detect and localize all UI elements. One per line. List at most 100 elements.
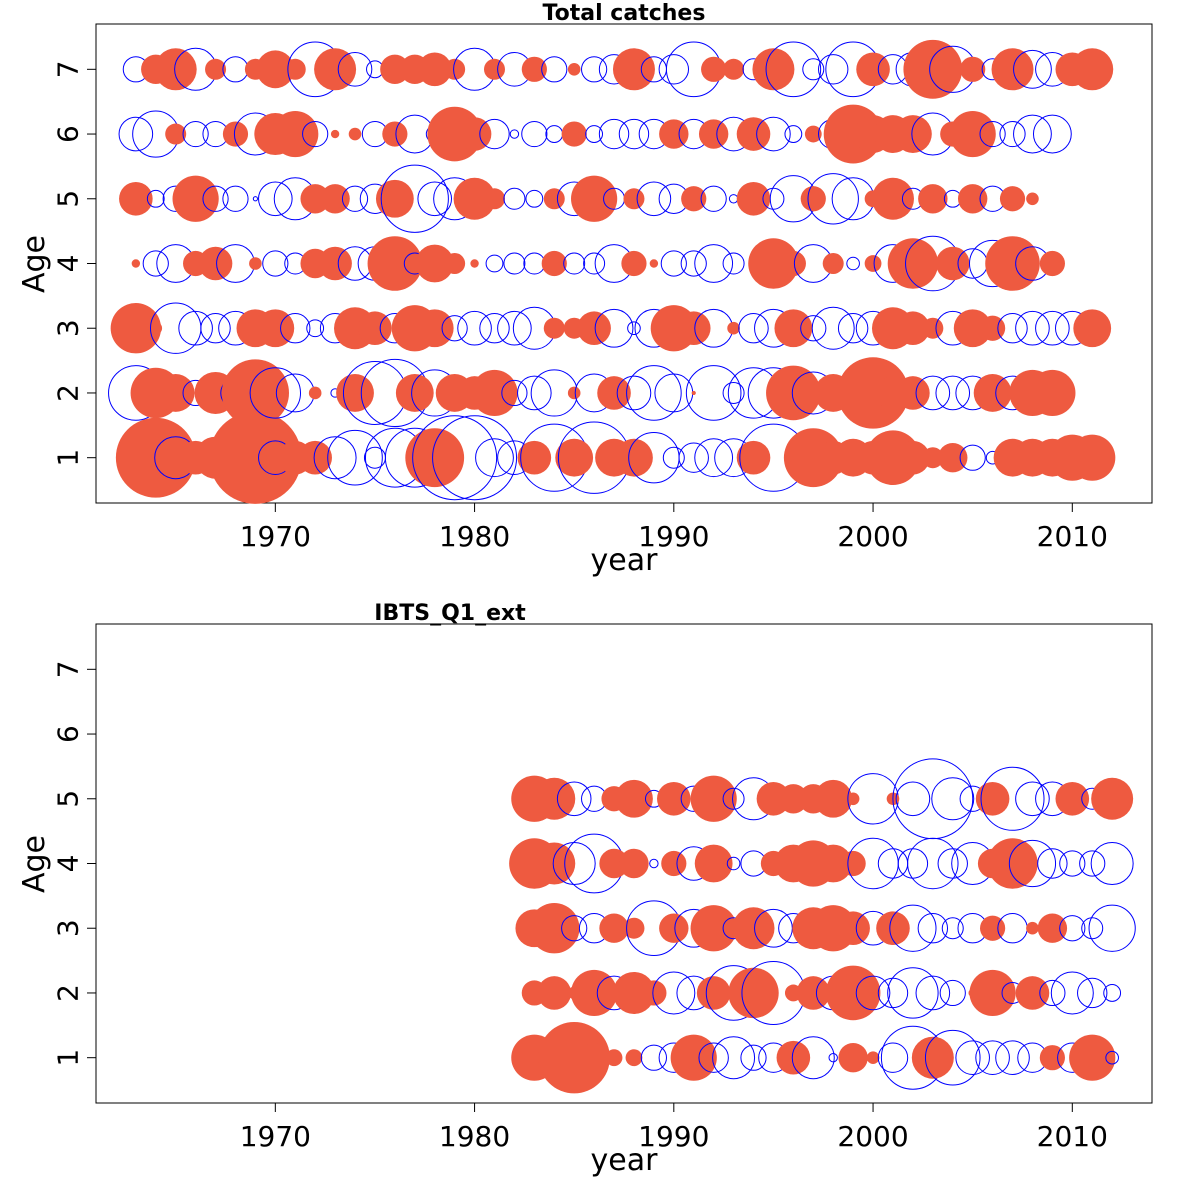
y-tick-label: 6 <box>52 725 85 743</box>
bubble-positive <box>615 438 653 477</box>
bubble-positive <box>657 781 691 816</box>
bubble-positive <box>320 184 350 214</box>
bubble-negative <box>1015 310 1050 346</box>
y-tick-label: 4 <box>52 255 85 273</box>
bubble-negative <box>503 252 526 275</box>
bubble-positive <box>517 440 552 475</box>
bubble-negative <box>877 848 909 879</box>
x-tick-label: 1980 <box>439 1120 510 1153</box>
bubble-negative <box>726 856 741 871</box>
bubble-negative <box>626 365 682 421</box>
bubble-positive <box>415 309 454 348</box>
bubble-positive <box>670 1034 717 1081</box>
bubble-positive <box>284 58 306 80</box>
bubble-positive <box>249 257 262 270</box>
bubble-negative <box>503 187 526 210</box>
bubble-positive <box>533 777 576 820</box>
bubble-negative <box>897 848 929 879</box>
bubble-positive <box>800 186 826 212</box>
bubble-negative <box>525 189 544 208</box>
bubble-negative <box>1079 850 1106 877</box>
bubble-positive <box>382 121 408 147</box>
bubble-positive <box>969 969 1016 1017</box>
bubble-negative <box>302 120 329 148</box>
bubble-positive <box>395 374 434 412</box>
bubble-negative <box>200 313 231 344</box>
bubble-positive <box>537 976 572 1010</box>
bubble-positive <box>567 386 581 400</box>
bubble-positive <box>599 913 629 943</box>
bubble-positive <box>866 1051 880 1064</box>
bubble-negative <box>935 375 971 411</box>
bubble-positive <box>896 440 930 475</box>
bubble-negative <box>1037 848 1068 879</box>
bubble-positive <box>949 110 996 158</box>
bubble-positive <box>659 913 689 943</box>
bubble-negative <box>1105 1050 1119 1065</box>
bubble-positive <box>1015 976 1050 1010</box>
bubble-negative <box>722 381 745 404</box>
bubble-negative <box>959 444 986 471</box>
bubble-positive <box>621 250 647 277</box>
y-tick-label: 5 <box>52 790 85 808</box>
bubble-positive <box>732 907 775 950</box>
x-axis-title: year <box>591 543 659 578</box>
bubble-negative <box>712 1036 756 1080</box>
bubble-negative <box>694 244 734 283</box>
bubble-negative <box>341 185 369 212</box>
bubble-negative <box>765 41 822 98</box>
y-tick-label: 1 <box>52 1049 85 1067</box>
bubble-negative <box>598 118 630 150</box>
bubble-negative <box>762 187 785 210</box>
bubble-positive <box>691 390 696 396</box>
bubble-negative <box>252 196 258 202</box>
bubble-negative <box>327 429 383 486</box>
bubble-positive <box>694 844 733 883</box>
bubble-negative <box>545 125 564 143</box>
bubble-positive <box>1039 1045 1065 1071</box>
bubble-positive <box>1037 913 1068 943</box>
x-axis: 1970 1980 1990 2000 2010 <box>240 502 1108 553</box>
bubble-negative <box>563 252 586 275</box>
bubble-negative <box>1059 850 1086 877</box>
bubble-positive <box>987 838 1038 889</box>
bubble-negative <box>475 438 514 478</box>
bubble-positive <box>999 186 1026 212</box>
bubble-negative <box>222 56 249 83</box>
bubble-positive <box>205 58 227 80</box>
bubble-positive <box>198 246 233 281</box>
bubble-negative <box>756 116 791 152</box>
bubble-negative <box>457 310 492 346</box>
bubble-negative <box>1035 310 1070 346</box>
bubble-positive <box>661 850 687 877</box>
bubble-positive <box>444 253 466 274</box>
bubble-negative <box>262 250 289 277</box>
bubble-positive <box>453 177 496 220</box>
bubble-positive <box>1026 921 1039 935</box>
bubble-positive <box>985 236 1040 291</box>
bubble-positive <box>336 374 374 412</box>
bubble-positive <box>727 321 740 335</box>
bubble-positive <box>911 1036 954 1079</box>
bubble-negative <box>887 967 939 1019</box>
y-tick-label: 2 <box>52 384 85 402</box>
bubble-positive <box>375 179 414 218</box>
bubble-positive <box>308 386 322 400</box>
bubble-positive <box>975 781 1010 816</box>
x-tick-label: 1980 <box>439 520 510 553</box>
bubble-positive <box>780 250 806 277</box>
bubble-layer <box>108 39 1116 504</box>
bubble-positive <box>1055 781 1090 816</box>
bubble-positive <box>896 311 930 346</box>
bubble-negative <box>222 185 249 212</box>
bubble-positive <box>533 842 576 885</box>
bubble-positive <box>567 63 581 76</box>
bubble-positive <box>864 255 882 272</box>
bubble-positive <box>876 911 910 946</box>
bubble-positive <box>918 184 948 214</box>
bubble-negative <box>939 979 966 1007</box>
bubble-positive <box>444 58 466 80</box>
bubble-negative <box>636 181 672 217</box>
bubble-negative <box>694 438 734 478</box>
